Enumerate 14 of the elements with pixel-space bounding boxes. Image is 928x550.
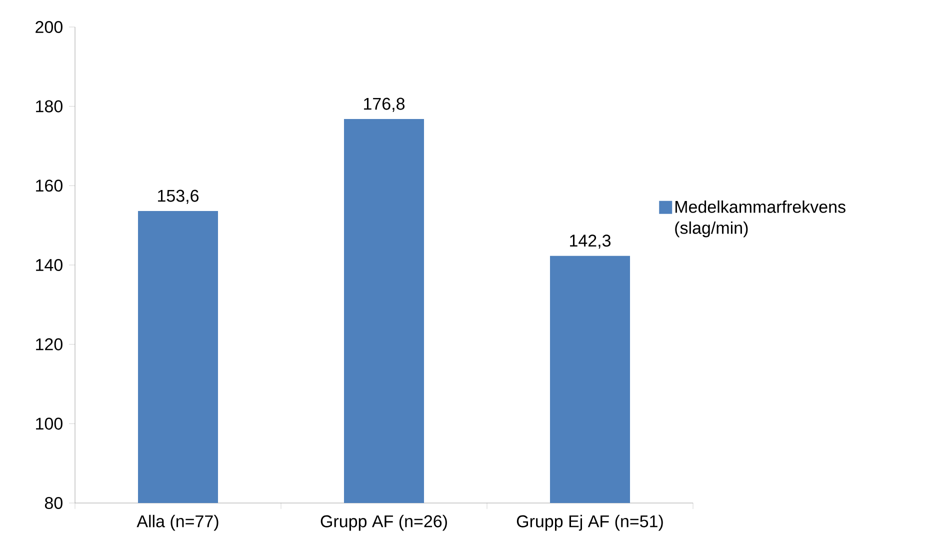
y-tick-label: 160 (36, 180, 62, 192)
y-tick-label: 80 (44, 496, 62, 510)
x-tick-label: Grupp Ej AF (n=51) (516, 514, 663, 531)
x-tick-label: Alla (n=77) (136, 514, 218, 531)
y-tick-label: 200 (36, 20, 62, 34)
y-tick-label: 180 (36, 100, 62, 112)
legend-label: Medelkammarfrekvens (slag/min) (675, 200, 846, 238)
y-tick-label: 100 (36, 418, 62, 430)
data-label: 176,8 (364, 98, 405, 112)
x-tick-label: Grupp AF (n=26) (320, 514, 447, 531)
data-label: 142,3 (570, 234, 611, 249)
y-tick-label: 140 (36, 258, 62, 272)
data-label: 153,6 (158, 190, 199, 204)
y-tick-label: 120 (36, 338, 62, 350)
